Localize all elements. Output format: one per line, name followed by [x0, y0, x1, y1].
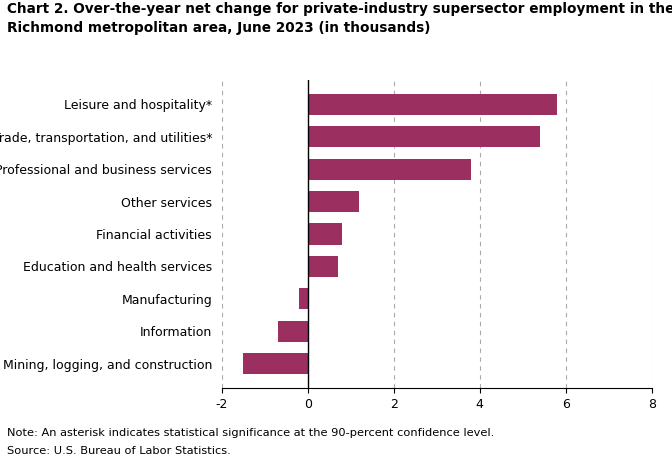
Bar — [308, 159, 471, 180]
Bar — [308, 223, 342, 245]
Bar — [308, 94, 557, 115]
Bar — [308, 191, 360, 212]
Text: Richmond metropolitan area, June 2023 (in thousands): Richmond metropolitan area, June 2023 (i… — [7, 21, 430, 35]
Bar — [278, 321, 308, 342]
Text: Chart 2. Over-the-year net change for private-industry supersector employment in: Chart 2. Over-the-year net change for pr… — [7, 2, 672, 16]
Bar — [299, 288, 308, 309]
Bar — [308, 256, 338, 277]
Bar — [308, 126, 540, 147]
Text: Note: An asterisk indicates statistical significance at the 90-percent confidenc: Note: An asterisk indicates statistical … — [7, 428, 494, 438]
Text: Source: U.S. Bureau of Labor Statistics.: Source: U.S. Bureau of Labor Statistics. — [7, 446, 230, 455]
Bar — [243, 353, 308, 374]
